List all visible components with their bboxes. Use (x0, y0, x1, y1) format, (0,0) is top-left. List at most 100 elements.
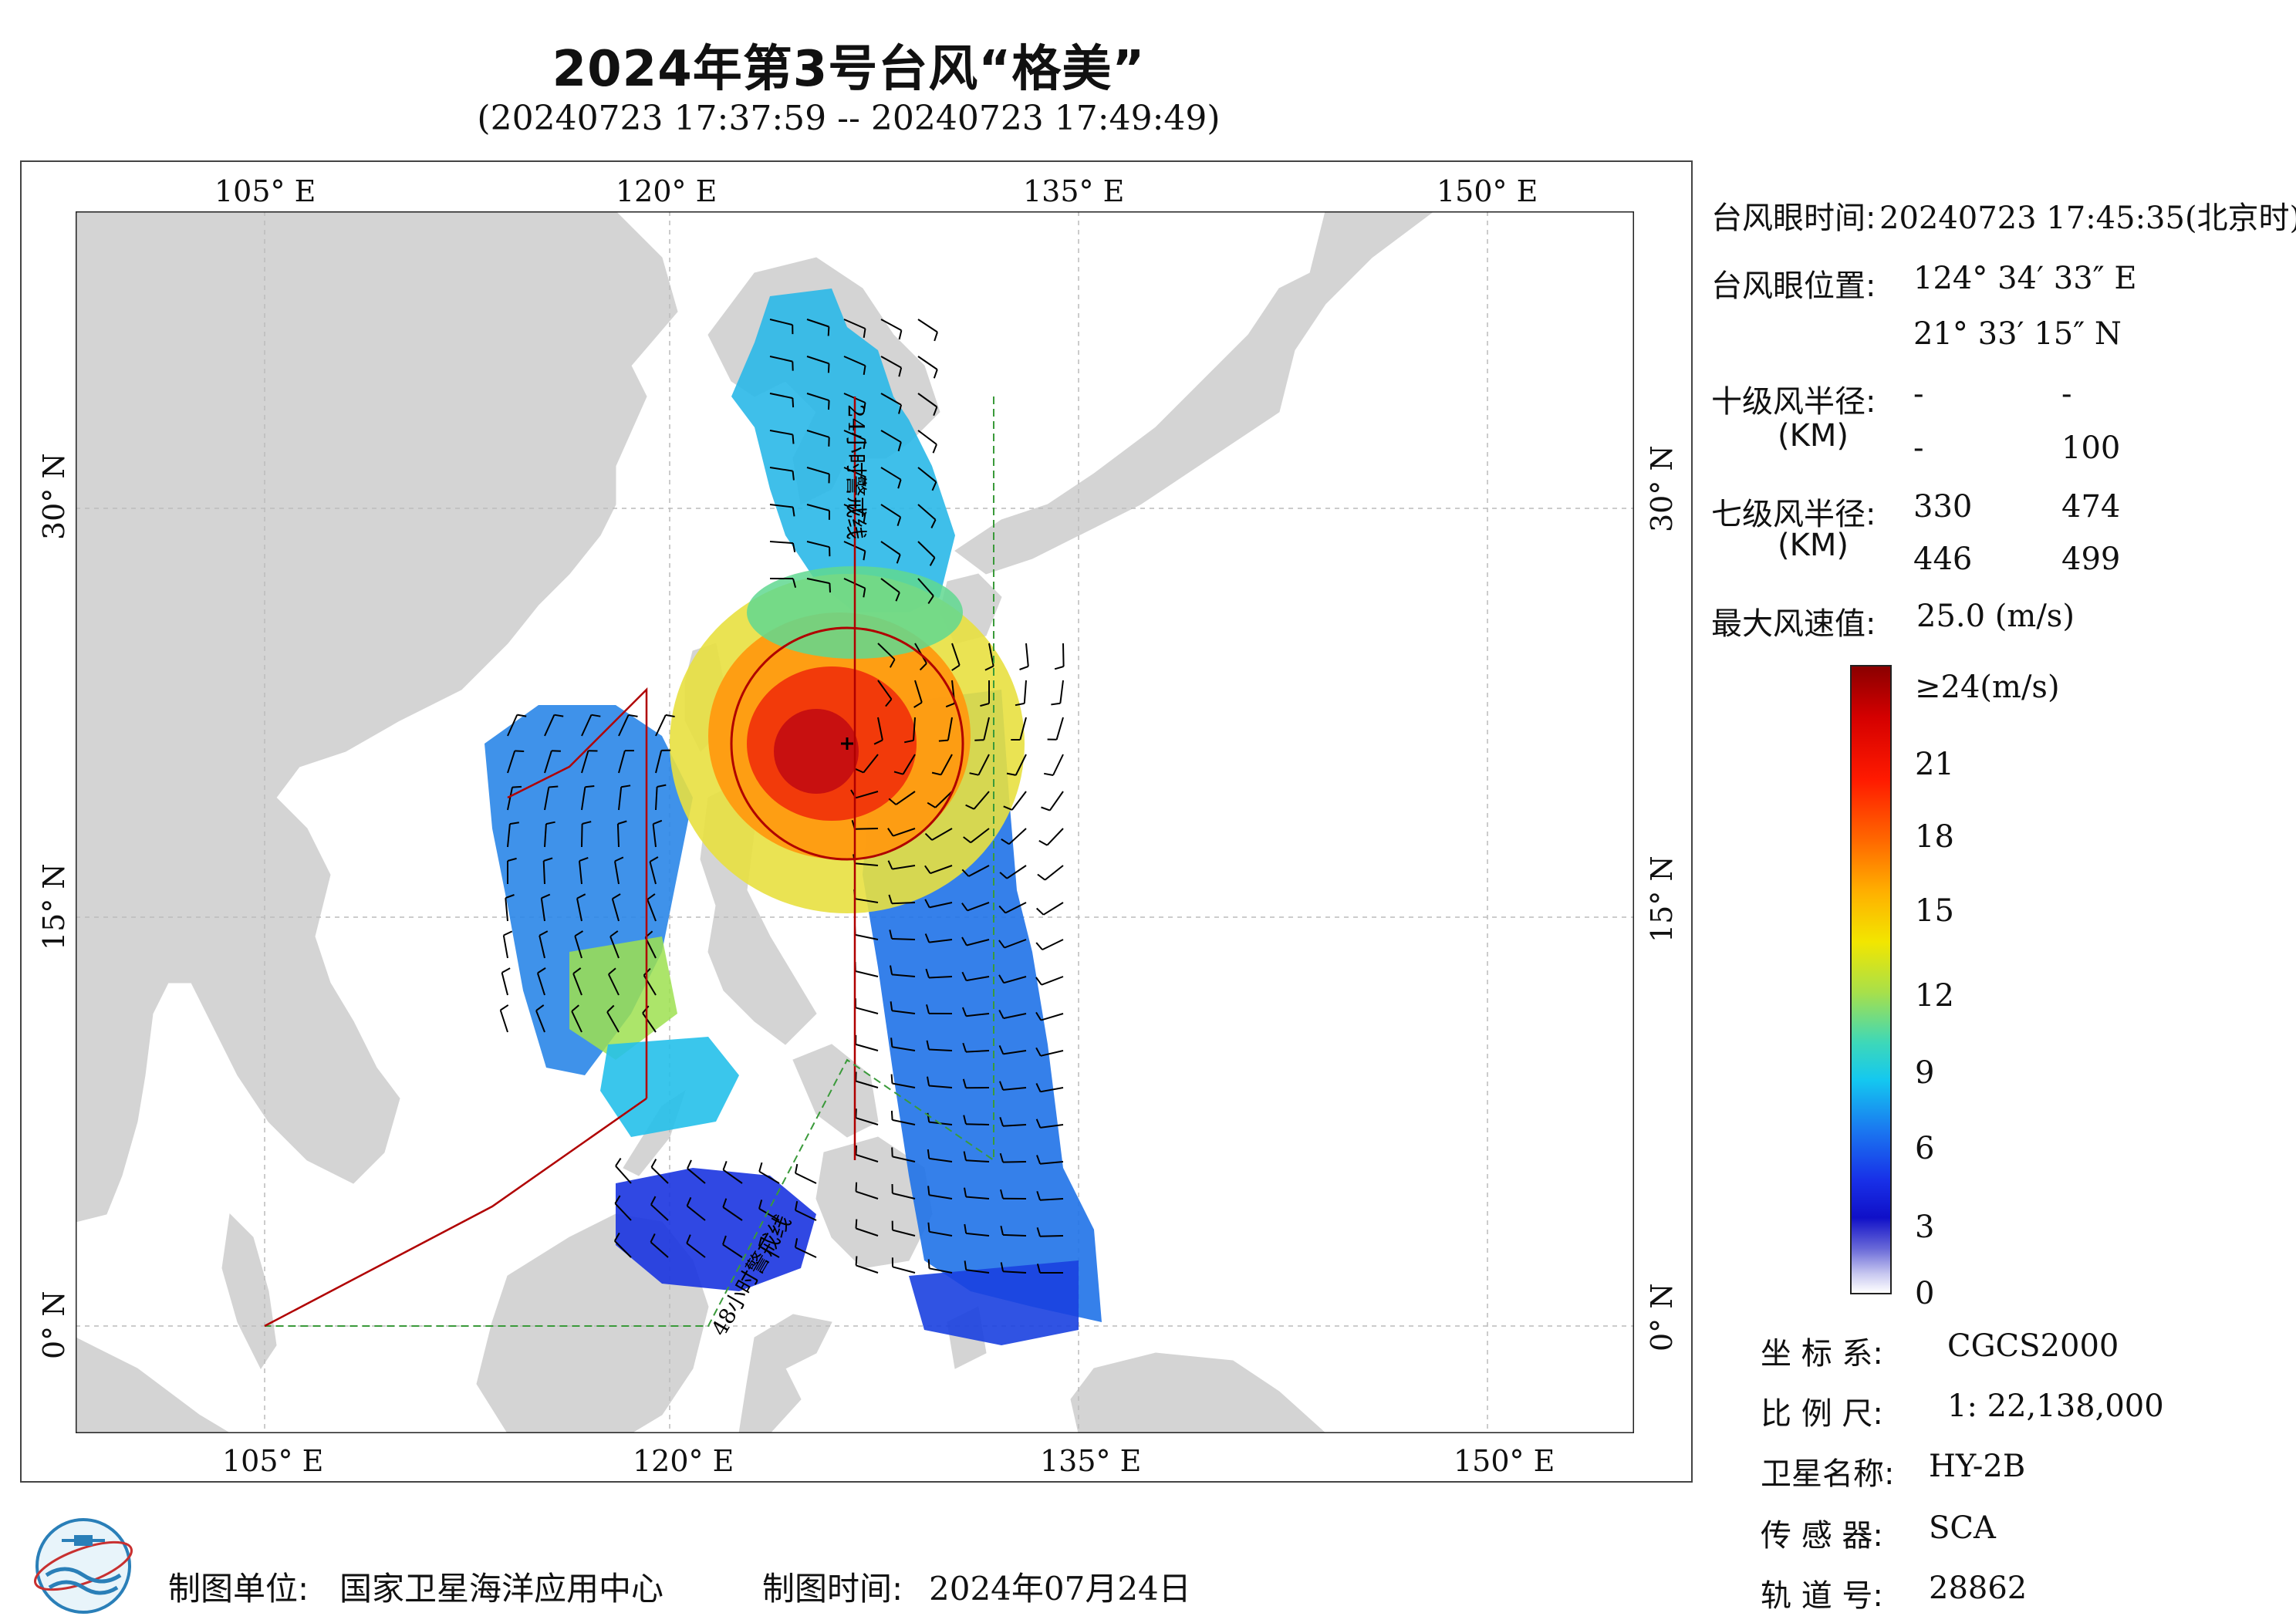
wind-barb-staff (1004, 939, 1027, 949)
wind-barb-staff (931, 828, 953, 841)
wind-barb-feather (898, 330, 903, 340)
wind-barb-staff (642, 1012, 657, 1033)
wind-barb-feather (606, 1004, 615, 1013)
wind-barb-staff (902, 754, 916, 775)
wind-barb-feather (608, 967, 616, 975)
wind-barb-feather (927, 1259, 930, 1269)
wind-barb-feather (855, 1182, 858, 1192)
wind-barb-feather (686, 1196, 692, 1206)
wind-barb-staff (892, 1010, 916, 1014)
legend-label-15: 15 (1915, 893, 1954, 929)
wind-barb-feather (962, 1042, 967, 1052)
wind-barb-feather (686, 1234, 691, 1244)
wind-barb-feather (898, 404, 903, 414)
wind-barb-staff (581, 787, 586, 811)
warning-line-24h-sw (264, 1097, 647, 1328)
wind-barb-feather (582, 821, 592, 825)
wind-barb-staff (1002, 1124, 1027, 1127)
wind-barb-staff (917, 578, 934, 597)
wind-barb-feather (549, 785, 559, 788)
r10-nw: 100 (2061, 430, 2121, 466)
wind-barb-feather (795, 1201, 799, 1211)
wind-barb-staff (855, 862, 879, 866)
wind-barb-staff (877, 717, 883, 741)
wind-barb-feather (505, 894, 515, 899)
lat-tick-right-15: 15° N (1645, 855, 1679, 943)
wind-barb-staff (606, 1011, 620, 1033)
wind-barb-staff (877, 680, 893, 700)
wind-barb-staff (966, 1196, 990, 1200)
wind-barb-staff (913, 717, 916, 741)
lat-tick-left-0: 0° N (37, 1291, 71, 1359)
wind-barb-feather (951, 664, 961, 671)
wind-barb-feather (904, 739, 914, 744)
wind-barb-staff (891, 938, 916, 940)
wind-barb-staff (917, 319, 938, 333)
wind-barb-feather (503, 930, 513, 936)
wind-barb-staff (977, 754, 990, 776)
wind-barb-feather (613, 1232, 620, 1242)
wind-barb-staff (499, 1010, 508, 1033)
wind-barb-staff (928, 976, 953, 979)
eye-longitude: 124° 34′ 33″ E (1913, 261, 2137, 296)
wind-barb-staff (502, 935, 508, 959)
wind-barb-feather (890, 1001, 893, 1011)
wind-barb-staff (655, 750, 663, 774)
wind-barb-staff (965, 1050, 990, 1053)
map-title: 2024年第3号台风“格美” (552, 41, 1146, 98)
wind-barb-feather (897, 441, 902, 452)
wind-barb-feather (863, 365, 866, 376)
wind-barb-staff (806, 541, 830, 548)
wind-barb-staff (1059, 680, 1064, 704)
wind-barb-staff (895, 791, 916, 805)
wind-barb-staff (1011, 791, 1027, 811)
wind-barb-feather (1051, 702, 1061, 706)
wind-barb-staff (843, 356, 866, 366)
wind-barb-staff (769, 319, 793, 326)
wind-barb-staff (536, 973, 545, 996)
swath-sulu (600, 1037, 739, 1137)
warning-line-24h-west (507, 687, 648, 1098)
wind-barb-feather (974, 739, 984, 741)
wind-barb-feather (647, 893, 656, 900)
wind-barb-feather (512, 785, 522, 788)
wind-barb-staff (758, 1245, 780, 1258)
wind-barb-staff (880, 430, 902, 444)
wind-barb-feather (961, 869, 970, 877)
wind-barb-feather (792, 398, 795, 408)
wind-barb-feather (945, 702, 955, 708)
wind-barb-feather (961, 903, 968, 911)
wind-barb-feather (829, 583, 831, 593)
wind-barb-staff (880, 504, 901, 518)
wind-barb-staff (880, 578, 900, 593)
wind-barb-staff (618, 787, 623, 811)
wind-barb-feather (576, 893, 586, 899)
wind-barb-staff (544, 824, 547, 848)
wind-barb-feather (964, 1260, 967, 1270)
wind-barb-staff (947, 717, 953, 741)
time-range-subtitle: (20240723 17:37:59 -- 20240723 17:49:49) (477, 99, 1221, 138)
wind-barb-staff (1052, 754, 1064, 776)
satellite-value: HY-2B (1929, 1449, 2026, 1484)
wind-barb-staff (988, 643, 994, 666)
wind-barb-staff (544, 751, 552, 774)
eye-latitude: 21° 33′ 15″ N (1913, 316, 2122, 352)
wind-barb-staff (929, 1085, 953, 1088)
wind-barb-staff (1040, 1161, 1064, 1165)
wind-barb-feather (792, 507, 795, 517)
lon-tick-top-105: 105° E (214, 174, 316, 208)
lat-tick-right-0: 0° N (1645, 1283, 1679, 1351)
wind-barb-feather (934, 332, 938, 342)
wind-barb-staff (1006, 865, 1027, 879)
wind-barb-staff (966, 939, 990, 946)
wind-barb-feather (898, 367, 903, 377)
r10-unit: (KM) (1778, 418, 1849, 454)
r7-label: 七级风半径: (1711, 497, 1876, 532)
wind-barb-staff (929, 939, 953, 943)
wind-barb-feather (919, 663, 927, 671)
scale-value: 1: 22,138,000 (1947, 1388, 2164, 1424)
wind-barb-feather (932, 444, 937, 454)
wind-barb-feather (927, 1076, 930, 1086)
wind-barb-staff (507, 714, 518, 737)
wind-barb-staff (973, 791, 990, 810)
